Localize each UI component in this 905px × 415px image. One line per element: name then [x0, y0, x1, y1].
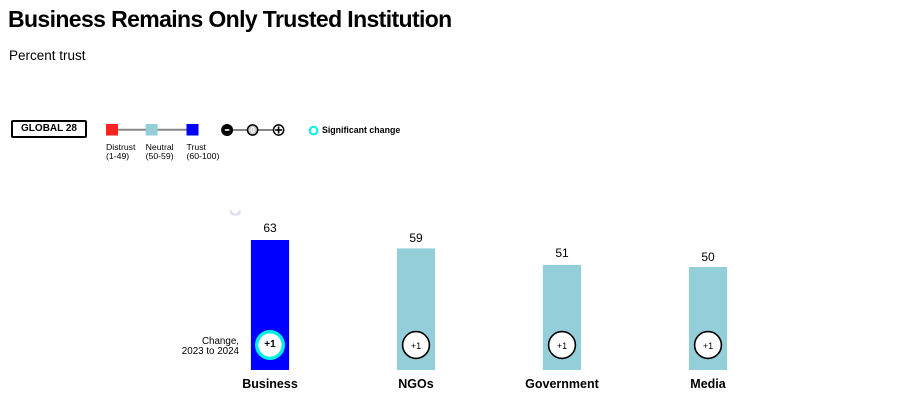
- svg-text:0: 0: [250, 126, 255, 135]
